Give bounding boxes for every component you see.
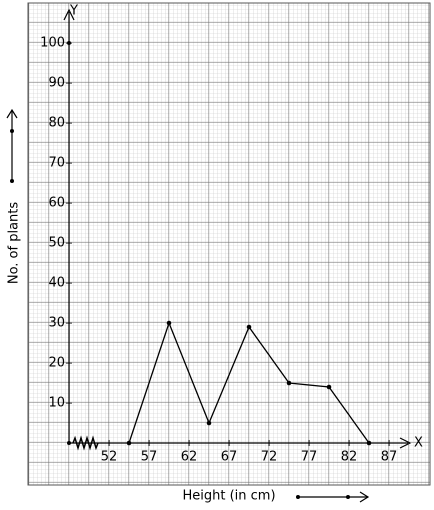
graph-paper — [27, 2, 431, 486]
x-axis-label: Height (in cm) — [182, 489, 275, 504]
y-tick-label: 70 — [48, 156, 65, 171]
data-point — [206, 420, 212, 426]
data-point — [286, 380, 292, 386]
x-tick-label: 52 — [101, 450, 118, 465]
x-tick-label: 72 — [261, 450, 278, 465]
axis-dots — [10, 41, 350, 499]
data-point — [166, 320, 172, 326]
x-tick-label: 77 — [301, 450, 318, 465]
data-point — [326, 384, 332, 390]
x-tick-label: 62 — [181, 450, 198, 465]
data-point — [246, 324, 252, 330]
y-tick-label: 40 — [48, 276, 65, 291]
data-point — [366, 440, 372, 446]
y-tick-label: 80 — [48, 116, 65, 131]
x-tick-label: 57 — [141, 450, 158, 465]
data-point — [126, 440, 132, 446]
y-tick-label: 90 — [48, 76, 65, 91]
y-tick-label: 30 — [48, 316, 65, 331]
y-axis-letter: Y — [69, 4, 78, 19]
y-tick-label: 100 — [40, 36, 65, 51]
x-tick-label: 67 — [221, 450, 238, 465]
y-tick-label: 10 — [48, 396, 65, 411]
x-tick-label: 82 — [341, 450, 358, 465]
y-axis-label: No. of plants — [7, 202, 22, 285]
axes — [6, 8, 412, 503]
x-tick-label: 87 — [381, 450, 398, 465]
y-tick-label: 50 — [48, 236, 65, 251]
y-tick-label: 20 — [48, 356, 65, 371]
y-tick-label: 60 — [48, 196, 65, 211]
x-axis-letter: X — [414, 436, 423, 451]
